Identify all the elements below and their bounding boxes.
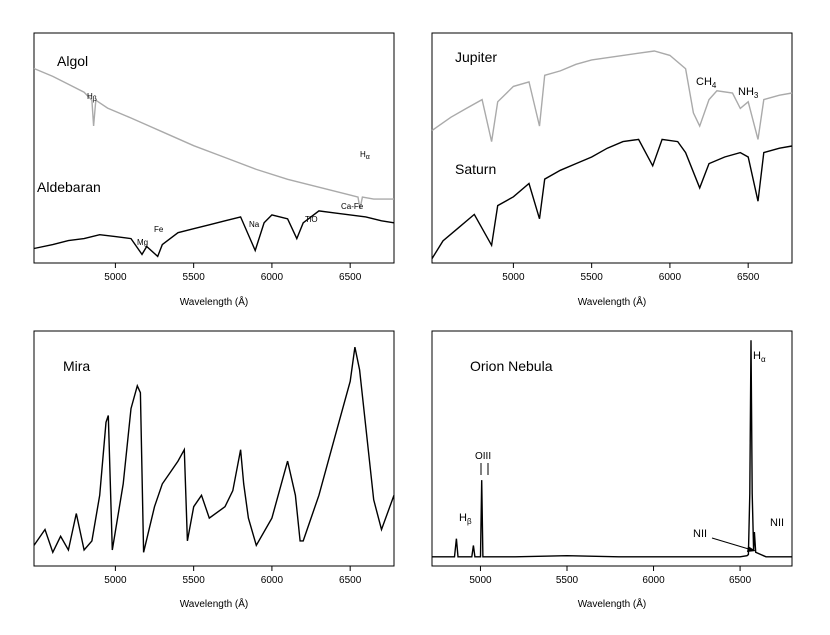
x-axis-label: Wavelength (Å) [578, 597, 647, 610]
label-algol: Algol [57, 53, 88, 69]
x-tick-label: 6500 [729, 575, 752, 586]
x-tick-label: 6500 [339, 272, 362, 283]
x-tick-label: 5000 [104, 272, 127, 283]
series-line-saturn [431, 138, 793, 259]
x-tick-label: 5000 [104, 575, 127, 586]
series-line-mira [33, 346, 395, 555]
panel-frame [33, 32, 395, 264]
x-axis-label: Wavelength (Å) [578, 295, 647, 308]
x-tick-label: 5500 [183, 272, 206, 283]
x-axis: 5000 5500 6000 6500 [104, 566, 362, 586]
annotation-h-beta: Hβ [459, 512, 472, 526]
x-tick-label: 5000 [502, 272, 525, 283]
series-line-algol [33, 67, 394, 210]
x-tick-label: 6000 [659, 272, 682, 283]
annotation-nii-right: NII [770, 517, 784, 529]
annotation-ca-fe: Ca-Fe [341, 202, 364, 211]
annotation-na: Na [249, 220, 260, 229]
x-tick-label: 5500 [183, 575, 206, 586]
x-axis: 5000 5500 6000 6500 [469, 566, 752, 586]
panel-algol-aldebaran: 5000 5500 6000 6500 Wavelength (Å) Algol Al… [33, 32, 395, 308]
nii-arrow-line [711, 537, 753, 551]
panel-orion-nebula: 5000 5500 6000 6500 Wavelength (Å) Orion Ne… [431, 330, 793, 610]
x-tick-label: 6000 [261, 575, 284, 586]
x-tick-label: 5500 [581, 272, 604, 283]
panel-jupiter-saturn: 5000 5500 6000 6500 Wavelength (Å) Jupiter … [431, 32, 793, 308]
x-tick-label: 6000 [642, 575, 665, 586]
panel-frame [33, 330, 395, 567]
x-tick-label: 6000 [261, 272, 284, 283]
label-aldebaran: Aldebaran [37, 179, 101, 195]
series-line-jupiter [431, 50, 793, 142]
annotation-h-beta: Hβ [87, 92, 97, 103]
panel-mira: 5000 5500 6000 6500 Wavelength (Å) Mira [33, 330, 395, 610]
annotation-ch4: CH4 [696, 76, 717, 90]
panel-frame [431, 32, 793, 264]
nii-arrow-head [747, 546, 756, 552]
label-saturn: Saturn [455, 161, 496, 177]
panel-frame [431, 330, 793, 567]
annotation-mg: Mg [137, 238, 148, 247]
annotation-h-alpha: Hα [360, 150, 370, 161]
annotation-nh3: NH3 [738, 86, 759, 100]
x-axis: 5000 5500 6000 6500 [502, 263, 760, 283]
x-tick-label: 5500 [556, 575, 579, 586]
annotation-nii-left: NII [693, 528, 707, 540]
label-mira: Mira [63, 358, 90, 374]
annotation-fe: Fe [154, 225, 164, 234]
x-tick-label: 6500 [339, 575, 362, 586]
annotation-h-alpha: Hα [753, 350, 766, 364]
x-axis-label: Wavelength (Å) [180, 295, 249, 308]
x-axis: 5000 5500 6000 6500 [104, 263, 362, 283]
label-orion-nebula: Orion Nebula [470, 358, 553, 374]
series-line-aldebaran [33, 210, 395, 258]
annotation-oiii: OIII [475, 451, 491, 462]
x-axis-label: Wavelength (Å) [180, 597, 249, 610]
series-line-orion-nebula [432, 340, 792, 558]
annotation-tio: TiO [305, 215, 318, 224]
x-tick-label: 5000 [469, 575, 492, 586]
label-jupiter: Jupiter [455, 49, 497, 65]
x-tick-label: 6500 [737, 272, 760, 283]
